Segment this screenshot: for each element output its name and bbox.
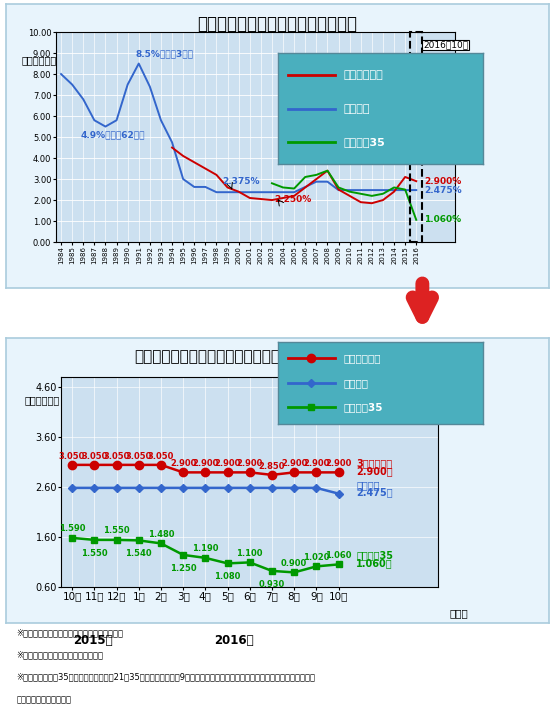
- Text: 3.050: 3.050: [103, 452, 130, 461]
- Bar: [410, 32, 422, 242]
- Text: 2016年: 2016年: [214, 634, 254, 646]
- Text: フラット35: フラット35: [343, 137, 385, 147]
- Text: 2.900: 2.900: [214, 459, 241, 468]
- Text: 0.930: 0.930: [259, 580, 285, 589]
- Text: 2.900%: 2.900%: [424, 177, 461, 186]
- Text: 2.900: 2.900: [170, 459, 196, 468]
- Text: 2.900: 2.900: [303, 459, 330, 468]
- Text: 1.100: 1.100: [236, 549, 263, 558]
- Text: フラット35: フラット35: [343, 402, 383, 412]
- Text: （年率・％）: （年率・％）: [22, 55, 57, 65]
- Text: 1.250: 1.250: [170, 564, 196, 573]
- Text: ※住宅金融支援機構公表のデータを元に編集。: ※住宅金融支援機構公表のデータを元に編集。: [17, 628, 123, 637]
- Text: 民間金融機関の住宅ローン金利推移: 民間金融機関の住宅ローン金利推移: [198, 15, 357, 33]
- Text: 変動金利: 変動金利: [356, 481, 380, 491]
- Text: 4.9%（昭和62年）: 4.9%（昭和62年）: [81, 130, 145, 139]
- Text: 2.375%: 2.375%: [222, 177, 260, 187]
- Text: 変動金利: 変動金利: [343, 377, 368, 388]
- Text: 3.050: 3.050: [148, 452, 174, 461]
- Text: 2.900: 2.900: [281, 459, 307, 468]
- Text: 3.050: 3.050: [81, 452, 108, 461]
- Text: 3年固定金利: 3年固定金利: [356, 458, 392, 468]
- Text: 8.5%（平成3年）: 8.5%（平成3年）: [135, 49, 194, 58]
- Text: 民間金融機関の住宅ローン金利推移: 民間金融機関の住宅ローン金利推移: [134, 350, 280, 365]
- Text: 2.900％: 2.900％: [356, 466, 393, 476]
- Text: ３年固定金利: ３年固定金利: [343, 70, 383, 80]
- Text: 2015年: 2015年: [73, 634, 112, 646]
- Text: 1.550: 1.550: [103, 526, 130, 535]
- Text: 2.900: 2.900: [236, 459, 263, 468]
- Text: 3.050: 3.050: [125, 452, 152, 461]
- Text: 1.590: 1.590: [59, 525, 85, 533]
- Text: 2.850: 2.850: [259, 462, 285, 471]
- Text: 1.190: 1.190: [192, 545, 219, 553]
- Text: 2.475%: 2.475%: [424, 186, 462, 194]
- Text: 2.475％: 2.475％: [356, 487, 393, 497]
- Text: フラット35: フラット35: [356, 550, 393, 560]
- Text: 1.540: 1.540: [125, 550, 152, 558]
- Text: 最も多いものを表示。: 最も多いものを表示。: [17, 695, 72, 704]
- Text: ※主要都市銀行における金利を掲載。: ※主要都市銀行における金利を掲載。: [17, 651, 103, 659]
- Text: 1.020: 1.020: [303, 553, 330, 562]
- Text: 2.250%: 2.250%: [274, 195, 311, 204]
- Text: 1.080: 1.080: [214, 572, 241, 582]
- Text: 1.480: 1.480: [148, 530, 174, 539]
- Text: （年）: （年）: [450, 608, 468, 619]
- Text: 2.900: 2.900: [192, 459, 219, 468]
- Text: 1.060%: 1.060%: [424, 215, 461, 224]
- Text: 0.900: 0.900: [281, 559, 307, 568]
- Text: ３年固定金利: ３年固定金利: [343, 353, 381, 363]
- Text: 1.060％: 1.060％: [356, 558, 393, 568]
- Text: 1.550: 1.550: [81, 549, 108, 558]
- Text: 2016年10月: 2016年10月: [423, 41, 468, 49]
- Text: 3.050: 3.050: [59, 452, 85, 461]
- Text: 最近12ヶ月: 最近12ヶ月: [387, 350, 445, 365]
- Text: 変動金利: 変動金利: [343, 103, 370, 114]
- Text: 2.900: 2.900: [325, 459, 352, 468]
- Text: 1.060: 1.060: [325, 551, 352, 560]
- Text: ※最新のフラット35の金利は、返済期間21～35年タイプ（融資率9割以下）の金利の内、取り扱い金融機関が提供する金利で: ※最新のフラット35の金利は、返済期間21～35年タイプ（融資率9割以下）の金利…: [17, 673, 315, 681]
- Text: （年率・％）: （年率・％）: [24, 395, 60, 405]
